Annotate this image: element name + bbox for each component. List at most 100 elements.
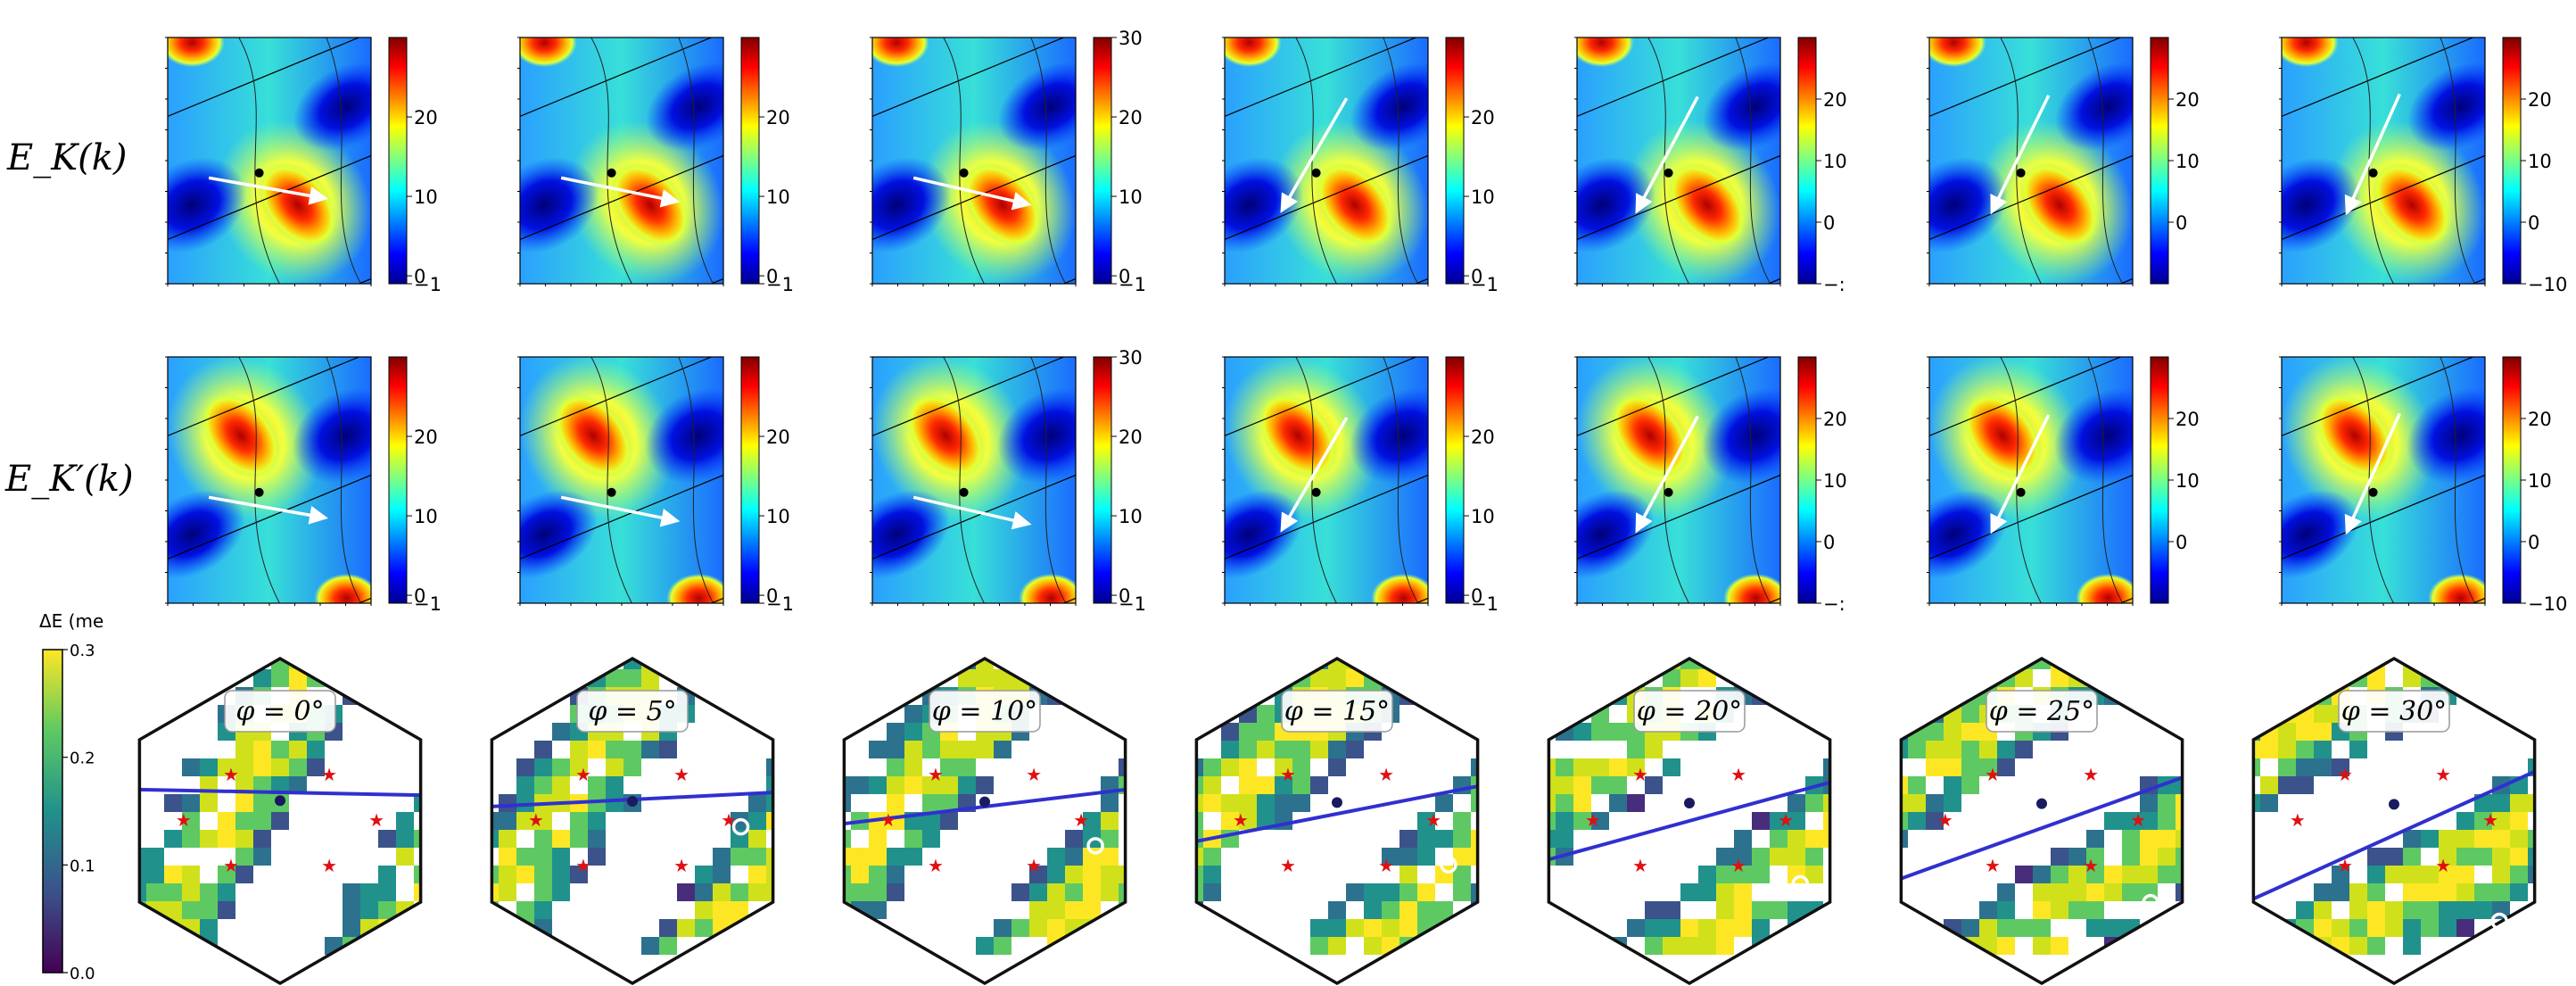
delta-e-cell — [2403, 830, 2421, 848]
delta-e-cell — [588, 776, 606, 794]
delta-e-cell — [2176, 812, 2183, 830]
angle-label-box — [2338, 690, 2450, 733]
delta-e-cell — [851, 776, 869, 794]
energy-colorbar-tick: 0 — [1119, 266, 1130, 287]
delta-e-cell — [606, 794, 623, 812]
delta-e-cell — [1841, 830, 1859, 848]
origin-point — [959, 168, 969, 178]
delta-e-cell — [307, 659, 325, 669]
delta-e-cell — [1716, 883, 1734, 901]
delta-e-cell — [2510, 659, 2528, 669]
delta-e-cell — [1752, 848, 1770, 866]
delta-e-cell — [1556, 830, 1573, 848]
delta-e-cell — [235, 848, 253, 866]
delta-e-cell — [802, 776, 820, 794]
delta-e-cell — [253, 848, 271, 866]
delta-e-cell — [1627, 919, 1645, 937]
energy-colorbar-tick: 0 — [1119, 585, 1130, 607]
k-point-star: ★ — [2482, 809, 2498, 831]
delta-e-cell — [1841, 848, 1859, 866]
angle-label-box — [576, 690, 689, 733]
delta-e-cell — [1979, 758, 1997, 776]
delta-e-cell — [414, 919, 421, 937]
energy-colorbar-tick: 0 — [2176, 212, 2187, 234]
delta-e-cell — [1435, 866, 1453, 883]
delta-e-cell — [481, 634, 499, 651]
delta-e-cell — [2546, 830, 2564, 848]
delta-e-cell — [2207, 794, 2225, 812]
k-point-star: ★ — [2083, 855, 2099, 876]
energy-heatmap: 30 20 10 0−1 — [870, 28, 1146, 295]
delta-e-cell — [491, 866, 499, 883]
delta-e-cell — [2510, 634, 2528, 651]
delta-e-cell — [1489, 776, 1507, 794]
delta-e-cell — [1136, 866, 1154, 883]
delta-e-cell — [2260, 794, 2278, 812]
delta-e-cell — [2211, 758, 2229, 776]
energy-colorbar-tick: 30 — [1119, 28, 1143, 49]
delta-e-cell — [1239, 723, 1257, 741]
delta-e-cell — [784, 830, 802, 848]
delta-e-cell — [1859, 830, 1877, 848]
delta-e-cell — [2314, 659, 2332, 669]
delta-e-cell — [499, 830, 516, 848]
delta-e-cell — [2086, 848, 2104, 866]
delta-e-cell — [2068, 883, 2086, 901]
corner-hotspot — [168, 37, 225, 68]
delta-e-cell — [731, 848, 748, 866]
delta-e-cell — [2528, 848, 2535, 866]
delta-e-cell — [1364, 883, 1382, 901]
energy-minimum — [1929, 157, 2008, 253]
delta-e-cell — [1734, 830, 1752, 848]
delta-e-cell — [2051, 937, 2068, 955]
delta-e-cell — [1645, 776, 1663, 794]
delta-e-cell — [445, 883, 463, 901]
delta-e-cell — [2510, 848, 2528, 866]
delta-e-cell — [2510, 812, 2528, 830]
delta-e-cell — [1841, 794, 1859, 812]
delta-e-cell — [2278, 669, 2296, 687]
delta-e-cell — [2421, 659, 2439, 669]
zone-boundary — [520, 154, 723, 241]
delta-e-cell — [491, 812, 499, 830]
delta-e-cell — [1502, 866, 1520, 883]
energy-colorbar-tick: 20 — [1823, 89, 1847, 111]
delta-e-cell — [1382, 901, 1399, 919]
corner-hotspot — [1929, 37, 1986, 68]
delta-e-cell — [450, 866, 467, 883]
direction-arrow — [1280, 97, 1349, 213]
delta-e-cell — [2314, 901, 2332, 919]
delta-e-cell — [1453, 919, 1471, 937]
delta-e-cell — [2033, 634, 2051, 651]
delta-e-cell — [766, 866, 773, 883]
delta-e-cell — [2086, 919, 2104, 937]
delta-e-cell — [713, 669, 731, 687]
delta-e-cell — [2260, 741, 2278, 758]
delta-e-cell — [289, 758, 307, 776]
delta-e-cell — [378, 937, 396, 955]
delta-e-cell — [606, 776, 623, 794]
delta-e-cell — [139, 659, 146, 669]
zone-boundary — [502, 0, 741, 1]
delta-e-cell — [1944, 669, 1961, 687]
delta-e-colorbar-title: ΔE (me — [39, 610, 103, 632]
energy-colorbar-tick: −1 — [414, 274, 442, 295]
delta-e-cell — [1734, 659, 1752, 669]
energy-colorbar-tick: 30 — [1119, 347, 1143, 369]
delta-e-cell — [2474, 812, 2492, 830]
energy-maximum — [1610, 393, 1690, 479]
gamma-point — [1684, 798, 1695, 808]
zone-boundary — [1225, 474, 1428, 560]
k-point-star: ★ — [1233, 809, 1249, 831]
delta-e-cell — [2456, 901, 2474, 919]
delta-e-cell — [1944, 723, 1961, 741]
delta-e-cell — [2225, 937, 2242, 955]
contour-line — [326, 37, 362, 284]
energy-colorbar-tick: 10 — [766, 186, 790, 208]
delta-e-cell — [450, 723, 467, 741]
delta-e-cell — [1752, 901, 1770, 919]
delta-e-cell — [1417, 901, 1435, 919]
delta-e-cell — [797, 866, 815, 883]
delta-e-cell — [182, 883, 200, 901]
delta-e-cell — [2278, 687, 2296, 705]
